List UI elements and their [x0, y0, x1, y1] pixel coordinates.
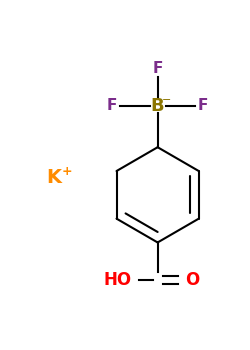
Text: O: O: [185, 271, 200, 289]
Text: HO: HO: [104, 271, 132, 289]
Text: +: +: [62, 164, 72, 177]
Text: F: F: [107, 98, 117, 113]
Text: B: B: [151, 97, 164, 114]
Text: K: K: [46, 168, 61, 188]
Text: F: F: [198, 98, 208, 113]
Text: −: −: [162, 94, 171, 105]
Text: F: F: [152, 61, 163, 76]
